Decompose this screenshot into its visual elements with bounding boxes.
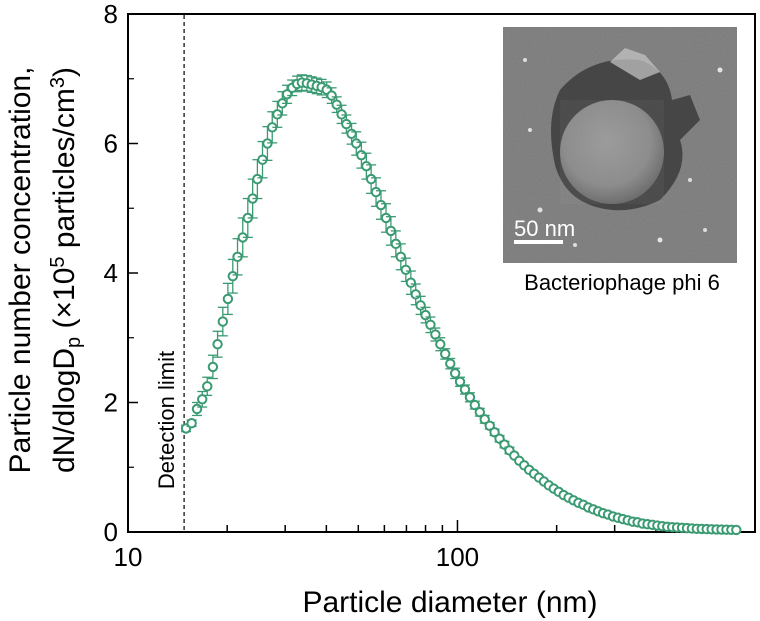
data-point xyxy=(380,203,392,233)
data-point xyxy=(425,316,436,334)
y-axis-title-2: dN/dlogDp (×105 particles/cm3) xyxy=(47,67,85,473)
data-point xyxy=(197,390,208,408)
x-axis-title: Particle diameter (nm) xyxy=(302,586,597,619)
phage-micrograph-inset xyxy=(503,27,737,263)
x-tick-label: 10 xyxy=(114,542,143,572)
data-point xyxy=(326,87,337,105)
data-point xyxy=(395,243,407,271)
data-point xyxy=(202,376,213,397)
data-point xyxy=(212,330,223,358)
data-point xyxy=(469,399,481,411)
data-series xyxy=(180,74,742,536)
scale-bar-label: 50 nm xyxy=(514,216,575,241)
data-point xyxy=(341,114,352,134)
y-tick-label: 8 xyxy=(104,0,118,29)
y-axis-ticks: 0 2 4 6 8 xyxy=(104,0,138,547)
y-axis-title: Particle number concentration, xyxy=(4,67,37,474)
y-tick-label: 6 xyxy=(104,129,118,159)
data-point xyxy=(207,354,219,380)
y-tick-label: 0 xyxy=(104,517,118,547)
data-point xyxy=(191,401,203,417)
data-point xyxy=(222,282,234,316)
y-tick-label: 2 xyxy=(104,388,118,418)
inset-caption: Bacteriophage phi 6 xyxy=(524,270,720,295)
data-point xyxy=(186,418,197,429)
data-point xyxy=(405,270,417,296)
y-tick-label: 4 xyxy=(104,258,118,288)
data-point xyxy=(252,159,263,200)
data-point xyxy=(430,327,441,342)
data-point xyxy=(227,258,238,294)
data-point xyxy=(731,524,742,536)
detection-limit-label: Detection limit xyxy=(154,351,179,489)
data-point xyxy=(445,357,456,370)
data-point xyxy=(217,306,229,337)
x-tick-label: 100 xyxy=(436,542,479,572)
data-point xyxy=(375,190,387,220)
y-axis-title-line2: dN/dlogDp (×105 particles/cm3) xyxy=(47,67,85,473)
data-point xyxy=(365,164,377,195)
y-axis-title-line1: Particle number concentration, xyxy=(4,67,37,474)
data-point xyxy=(440,348,451,360)
data-point xyxy=(267,111,278,144)
x-axis-ticks: 10 100 xyxy=(114,520,756,572)
